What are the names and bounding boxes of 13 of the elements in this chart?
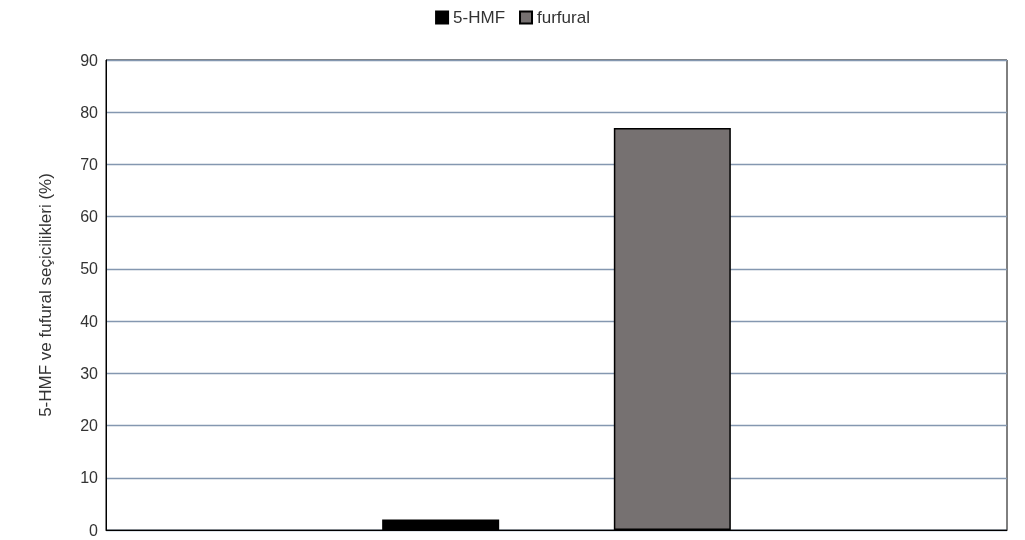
y-tick-label: 50 [80, 260, 99, 278]
y-tick-label: 30 [80, 364, 99, 382]
y-tick-label: 80 [80, 103, 99, 121]
y-tick-label: 90 [80, 51, 99, 69]
y-tick-label: 0 [89, 521, 99, 539]
y-tick-label: 40 [80, 312, 99, 330]
y-tick-label: 70 [80, 155, 99, 173]
legend-label: furfural [537, 8, 590, 27]
y-tick-label: 60 [80, 208, 99, 226]
legend-label: 5-HMF [453, 8, 506, 27]
y-axis-title: 5-HMF ve fufural seçicilikleri (%) [36, 173, 55, 417]
y-tick-label: 20 [80, 417, 99, 435]
y-tick-label: 10 [80, 469, 99, 487]
